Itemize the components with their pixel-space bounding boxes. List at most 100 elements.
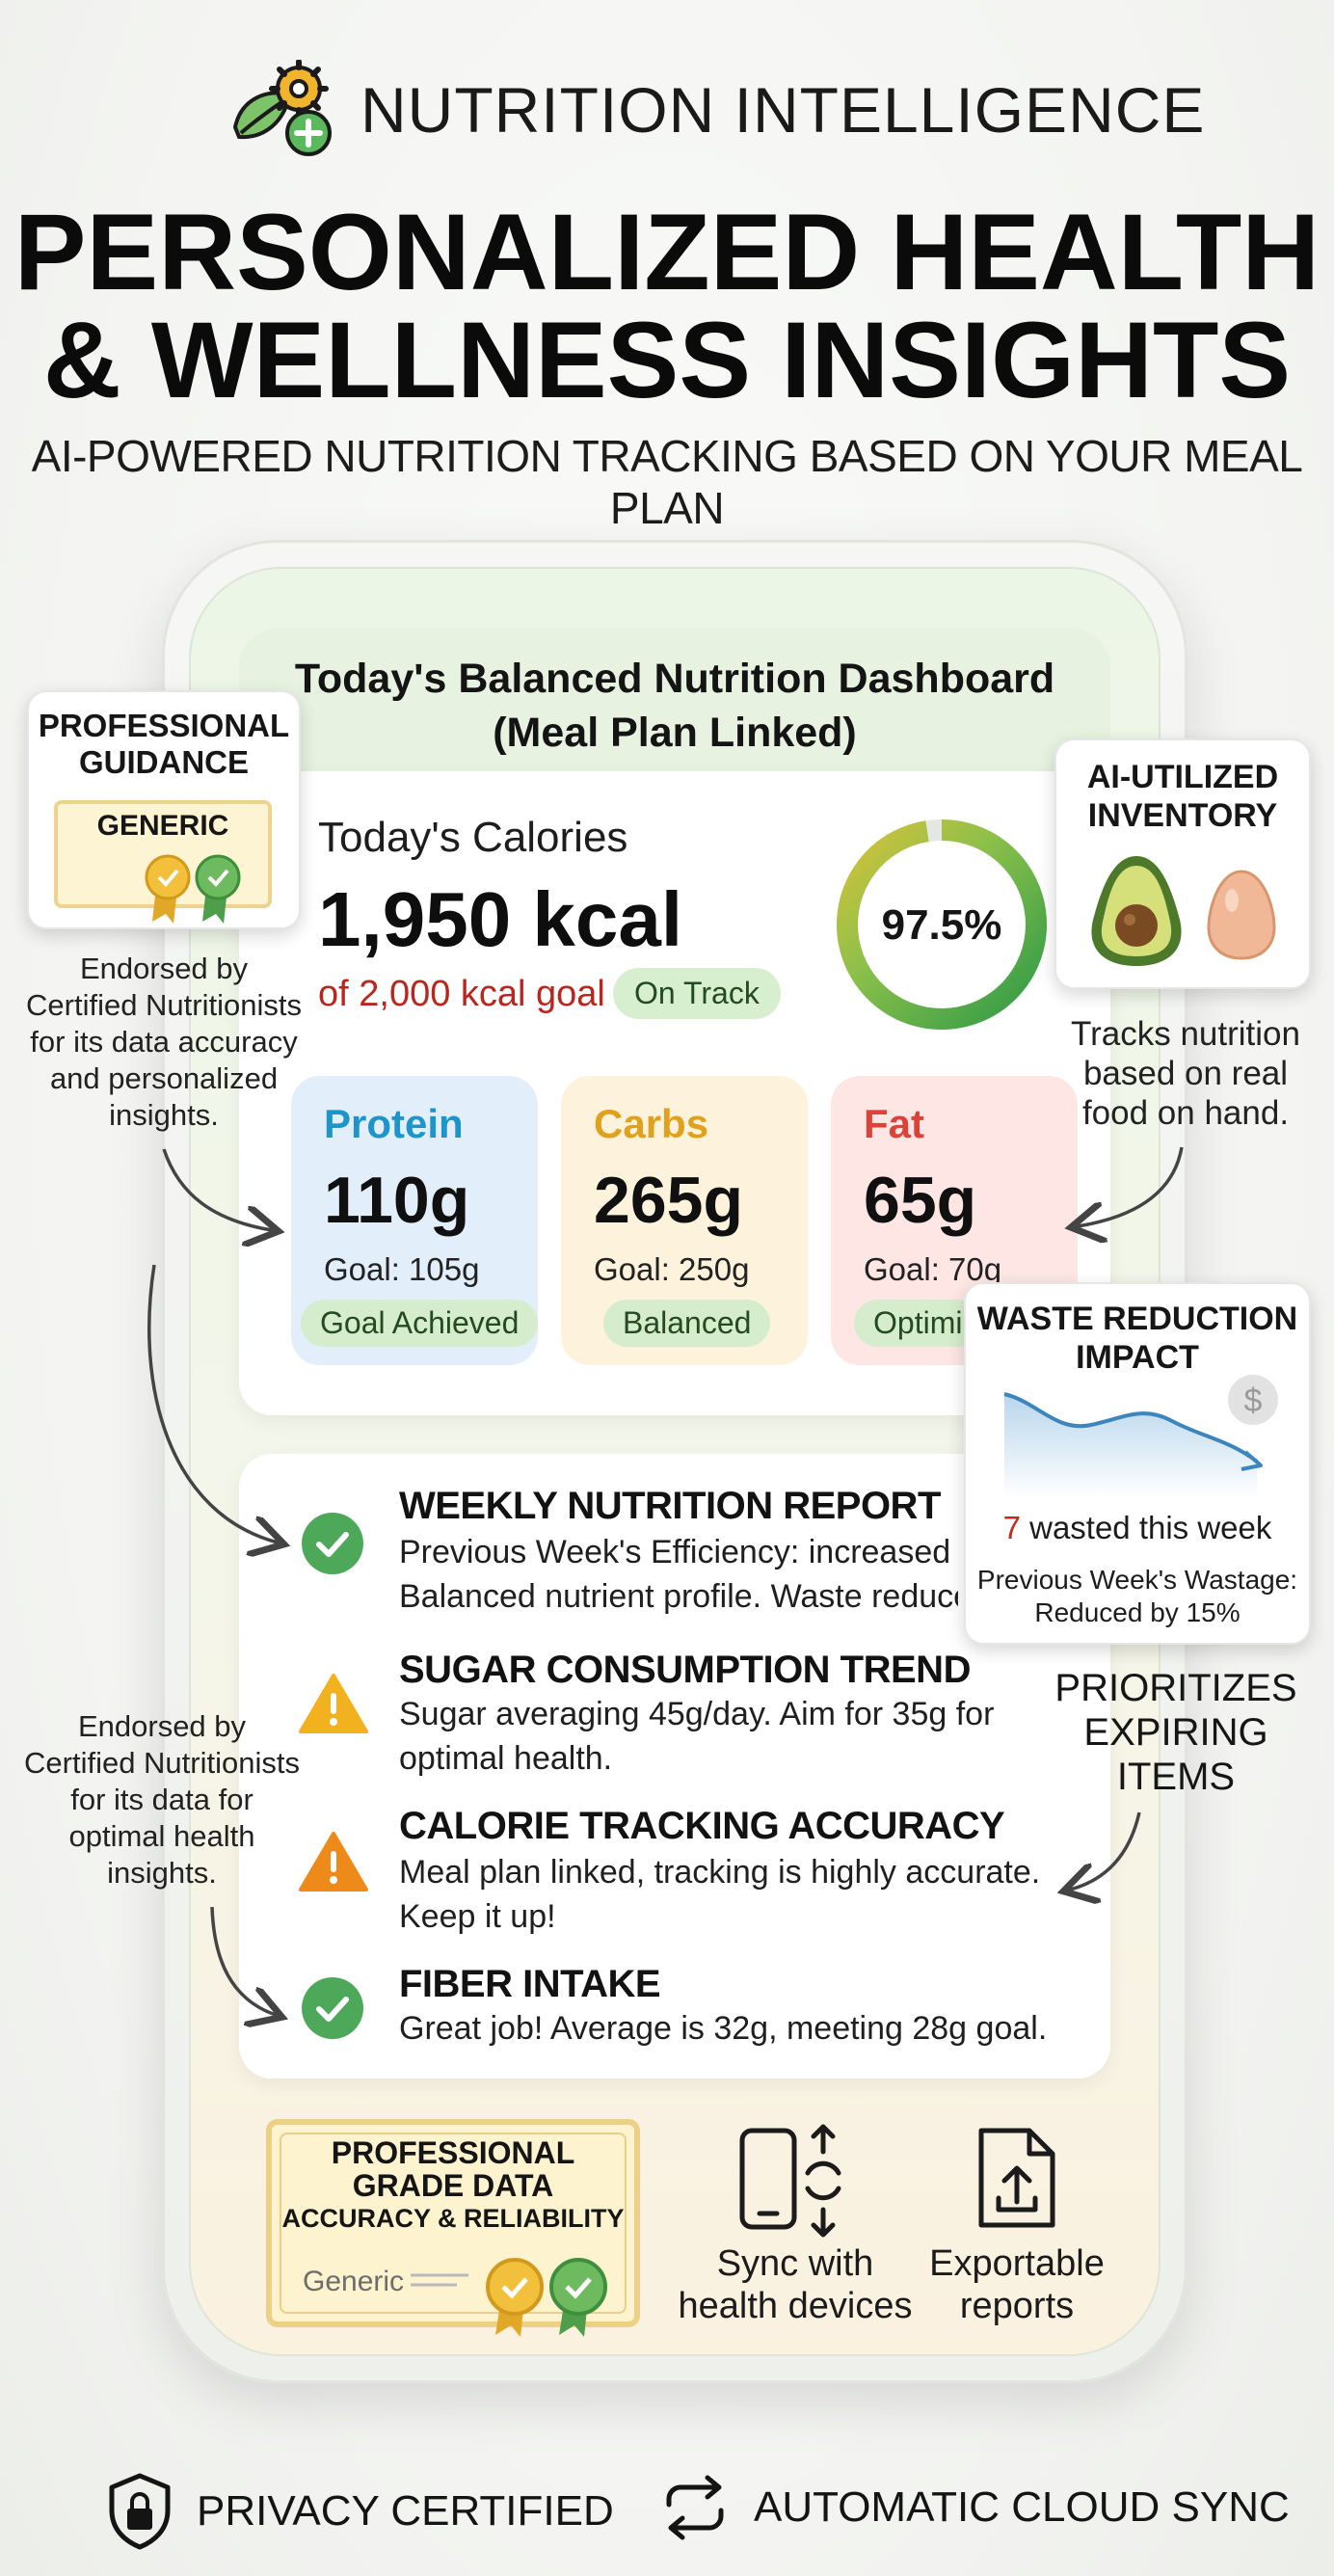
waste-trend-chart: $ [1003, 1375, 1278, 1498]
footer-privacy: PRIVACY CERTIFIED [106, 2472, 614, 2551]
waste-reduction-title: WASTE REDUCTION IMPACT [964, 1300, 1311, 1377]
endorsement-note: Endorsed by Certified Nutritionists for … [8, 1708, 316, 1892]
note-line: Endorsed by [77, 1709, 247, 1743]
prio-line: ITEMS [1116, 1756, 1236, 1798]
certificate-border [280, 2133, 627, 2314]
trend-area [1004, 1394, 1257, 1498]
waste-previous-week: Previous Week's Wastage: Reduced by 15% [964, 1564, 1311, 1629]
feature-line-2: reports [959, 2286, 1075, 2326]
note-line: insights. [107, 1856, 217, 1890]
dollar-sign: $ [1244, 1382, 1263, 1419]
feature-line-1: Exportable [929, 2243, 1105, 2284]
dashboard-header [239, 629, 1110, 783]
note-line: optimal health [68, 1819, 255, 1853]
headline-line-1: PERSONALIZED HEALTH [13, 192, 1321, 312]
trend-line [1003, 1392, 1259, 1463]
insight-title: SUGAR CONSUMPTION TREND [399, 1649, 971, 1691]
feature-line-2: health devices [678, 2286, 913, 2326]
brand-name: NUTRITION INTELLIGENCE [360, 74, 1206, 146]
waste-count-number: 7 [1002, 1510, 1021, 1545]
insight-title: FIBER INTAKE [399, 1963, 661, 2005]
calories-value: 1,950 kcal [318, 876, 683, 962]
wr-prev-line-1: Previous Week's Wastage: [976, 1565, 1298, 1595]
macro-goal: Goal: 70g [864, 1251, 1002, 1287]
pg-title-line-1: PROFESSIONAL [38, 708, 290, 743]
calories-status-badge: On Track [613, 968, 781, 1019]
insight-text-line-2: Balanced nutrient profile. Waste reduce [399, 1578, 958, 1615]
certificate-subtitle: ACCURACY & RELIABILITY [281, 2204, 625, 2233]
feature-sync-label: Sync with health devices [675, 2242, 916, 2327]
note-line: Endorsed by [79, 952, 249, 985]
ai-inventory-title: AI-UTILIZED INVENTORY [1054, 758, 1311, 835]
check-circle-icon [302, 1513, 363, 1574]
certificate-title-line-2: GRADE DATA [352, 2168, 554, 2203]
dollar-coin-icon [1228, 1375, 1278, 1425]
brand: NUTRITION INTELLIGENCE [231, 60, 1205, 160]
macro-name: Carbs [594, 1101, 709, 1146]
insight-text-line-2: optimal health. [399, 1740, 613, 1777]
note-line: Certified Nutritionists [26, 988, 302, 1022]
insight-text-line-1: Great job! Average is 32g, meeting 28g g… [399, 2010, 1048, 2047]
calories-goal: of 2,000 kcal goal [318, 974, 605, 1014]
waste-count: 7 wasted this week [964, 1510, 1311, 1546]
ai-title-line-1: AI-UTILIZED [1086, 759, 1279, 795]
certificate-title-line-1: PROFESSIONAL [331, 2135, 575, 2170]
macro-name: Fat [864, 1101, 924, 1146]
wr-title-line-1: WASTE REDUCTION [976, 1301, 1298, 1337]
ai-inventory-note: Tracks nutrition based on real food on h… [1051, 1014, 1321, 1133]
note-line: and personalized [49, 1061, 279, 1095]
certificate-title: PROFESSIONAL GRADE DATA [266, 2136, 640, 2202]
note-line: Certified Nutritionists [24, 1746, 300, 1780]
macro-status-badge: Goal Achieved [301, 1300, 539, 1347]
feature-line-1: Sync with [716, 2243, 874, 2284]
insight-text-line-2: Keep it up! [399, 1898, 556, 1935]
note-line: insights. [109, 1098, 219, 1132]
macro-card-protein: Protein 110g Goal: 105g Goal Achieved [291, 1076, 539, 1365]
insight-text-line-1: Sugar averaging 45g/day. Aim for 35g for [399, 1696, 995, 1732]
phone-sync-icon [739, 2124, 841, 2238]
pg-title-line-2: GUIDANCE [78, 744, 249, 780]
macro-status-badge: Optimi [854, 1300, 982, 1347]
warning-icon [299, 1674, 368, 1733]
signature-lines [411, 2273, 468, 2287]
macro-name: Protein [324, 1101, 464, 1146]
insight-text-line-1: Meal plan linked, tracking is highly acc… [399, 1854, 1041, 1891]
professional-guidance-title: PROFESSIONAL GUIDANCE [27, 708, 301, 781]
note-line: Tracks nutrition [1071, 1015, 1300, 1053]
sync-arrows-icon [666, 2475, 724, 2540]
award-ribbons-icon [486, 2258, 607, 2337]
footer-sync-label: AUTOMATIC CLOUD SYNC [754, 2483, 1290, 2531]
calories-progress-ring: 97.5% [837, 819, 1047, 1030]
footer-cloud-sync: AUTOMATIC CLOUD SYNC [659, 2472, 1290, 2543]
professional-guidance-badge: GENERIC [96, 810, 229, 842]
macro-card-carbs: Carbs 265g Goal: 250g Balanced [561, 1076, 808, 1365]
headline-line-2: & WELLNESS INSIGHTS [42, 300, 1292, 420]
professional-guidance-note: Endorsed by Certified Nutritionists for … [8, 951, 320, 1134]
macro-value: 65g [864, 1164, 977, 1237]
insight-title: CALORIE TRACKING ACCURACY [399, 1805, 1005, 1847]
ring-percent-label: 97.5% [882, 901, 1002, 949]
calories-label: Today's Calories [318, 814, 628, 861]
insight-title: WEEKLY NUTRITION REPORT [399, 1485, 941, 1527]
leaf-gear-plus-icon [232, 60, 332, 156]
macro-value: 265g [594, 1164, 743, 1237]
note-line: for its data accuracy [30, 1025, 298, 1059]
macro-value: 110g [324, 1164, 470, 1237]
wr-prev-line-2: Reduced by 15% [1034, 1597, 1241, 1627]
prioritizes-expiring-note: PRIORITIZES EXPIRING ITEMS [1022, 1666, 1330, 1799]
check-circle-icon [302, 1977, 363, 2039]
feature-export-label: Exportable reports [906, 2242, 1128, 2327]
prio-line: PRIORITIZES [1054, 1667, 1297, 1709]
avocado-icon [1091, 856, 1182, 966]
insight-text-line-1: Previous Week's Efficiency: increased t [399, 1534, 958, 1570]
wr-title-line-2: IMPACT [1076, 1339, 1199, 1376]
macro-status-badge: Balanced [603, 1300, 771, 1347]
macro-goal: Goal: 105g [324, 1251, 480, 1287]
shield-lock-icon [109, 2473, 171, 2550]
trend-arrowhead [1241, 1450, 1263, 1471]
note-line: for its data for [70, 1783, 253, 1816]
ai-title-line-2: INVENTORY [1087, 797, 1278, 834]
note-line: food on hand. [1081, 1094, 1290, 1132]
award-ribbons-icon [145, 854, 241, 924]
footer-privacy-label: PRIVACY CERTIFIED [197, 2487, 614, 2535]
